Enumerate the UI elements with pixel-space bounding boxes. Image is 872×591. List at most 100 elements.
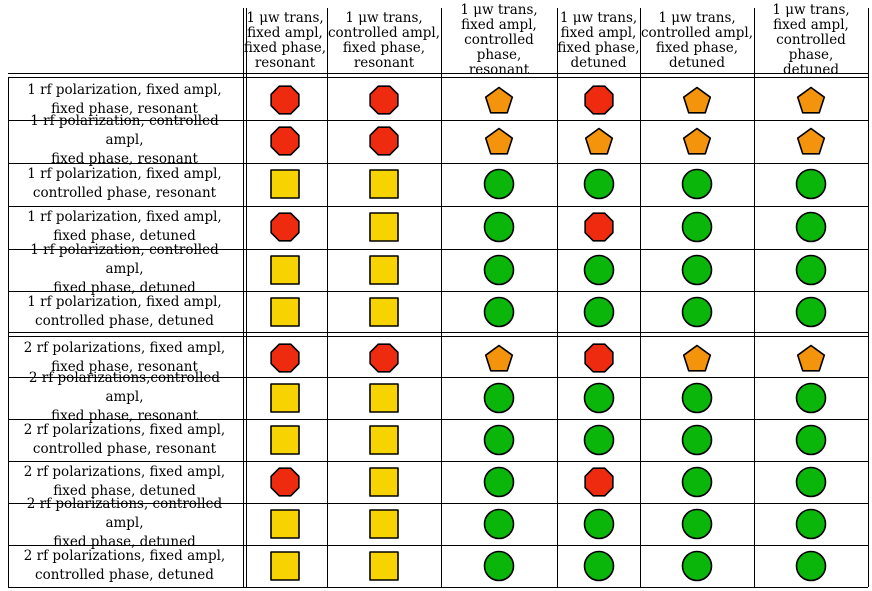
row-rule	[8, 249, 868, 250]
column-header-line: fixed ampl,	[247, 24, 323, 41]
circle-icon	[483, 508, 515, 544]
group-rule-bottom	[8, 336, 868, 337]
square-icon	[269, 550, 301, 586]
row-label-line: controlled phase, detuned	[35, 566, 214, 583]
row-label: 2 rf polarizations, controlled ampl, fixe…	[10, 496, 239, 550]
pentagon-icon	[483, 84, 515, 120]
column-rule	[557, 8, 558, 587]
circle-icon	[483, 550, 515, 586]
row-label-line: 2 rf polarizations,controlled ampl,	[28, 370, 221, 405]
circle-icon	[483, 168, 515, 204]
circle-icon	[681, 550, 713, 586]
header-rule-top	[8, 73, 868, 74]
column-header-line: 1 μw trans,	[345, 9, 423, 26]
column-header-line: resonant	[468, 62, 530, 78]
circle-icon	[583, 254, 615, 290]
octagon-icon	[368, 84, 400, 120]
column-rule	[640, 8, 641, 587]
column-header: 1 μw trans, fixed ampl, controlled phase, r…	[441, 3, 557, 78]
row-label-line: controlled phase, detuned	[35, 312, 214, 329]
column-header-line: detuned	[782, 62, 840, 78]
square-icon	[368, 254, 400, 290]
row-label-line: fixed phase, detuned	[53, 227, 196, 244]
row-label-line: 1 rf polarization, controlled ampl,	[30, 113, 219, 148]
square-icon	[368, 382, 400, 418]
octagon-icon	[368, 125, 400, 161]
table-right-rule	[868, 8, 869, 587]
circle-icon	[795, 296, 827, 332]
circle-icon	[795, 550, 827, 586]
row-label: 2 rf polarizations, fixed ampl, fixed pha…	[10, 461, 239, 502]
row-label: 2 rf polarizations, fixed ampl, controlle…	[10, 545, 239, 586]
pentagon-icon	[583, 125, 615, 161]
row-label-line: 2 rf polarizations, fixed ampl,	[23, 339, 226, 356]
circle-icon	[795, 466, 827, 502]
octagon-icon	[269, 125, 301, 161]
column-header-line: fixed ampl,	[773, 17, 849, 33]
octagon-icon	[269, 466, 301, 502]
octagon-icon	[269, 211, 301, 247]
row-rule	[8, 545, 868, 546]
circle-icon	[583, 550, 615, 586]
row-label-line: fixed phase, detuned	[53, 280, 196, 296]
circle-icon	[795, 211, 827, 247]
column-rule	[754, 8, 755, 587]
circle-icon	[681, 508, 713, 544]
octagon-icon	[583, 211, 615, 247]
octagon-icon	[583, 84, 615, 120]
group-rule-top	[8, 332, 868, 333]
column-header: 1 μw trans, fixed ampl, fixed phase, resona…	[243, 8, 327, 73]
column-header-line: fixed phase,	[243, 39, 327, 56]
circle-icon	[483, 466, 515, 502]
header-rule-bottom	[8, 77, 868, 78]
circle-icon	[681, 424, 713, 460]
square-icon	[269, 424, 301, 460]
square-icon	[368, 466, 400, 502]
row-rule	[8, 377, 868, 378]
row-rule	[8, 163, 868, 164]
column-header: 1 μw trans, controlled ampl, fixed phase, d…	[640, 8, 754, 73]
row-label-line: controlled phase, resonant	[32, 440, 217, 457]
square-icon	[368, 168, 400, 204]
circle-icon	[583, 168, 615, 204]
row-rule	[8, 461, 868, 462]
row-label-line: 2 rf polarizations, controlled ampl,	[26, 496, 223, 531]
row-label: 2 rf polarizations,controlled ampl, fixed…	[10, 370, 239, 424]
row-label-line: 1 rf polarization, fixed ampl,	[27, 293, 222, 310]
column-header-line: detuned	[668, 54, 726, 71]
pentagon-icon	[681, 125, 713, 161]
circle-icon	[795, 508, 827, 544]
row-rule	[8, 503, 868, 504]
row-rule	[8, 206, 868, 207]
column-header-line: fixed phase,	[655, 39, 739, 56]
column-header-line: controlled phase,	[464, 32, 534, 63]
row-rule	[8, 419, 868, 420]
column-header-line: fixed ampl,	[461, 17, 537, 33]
column-header: 1 μw trans, controlled ampl, fixed phase, r…	[327, 8, 441, 73]
row-label: 1 rf polarization, fixed ampl, controlled…	[10, 163, 239, 204]
row-rule	[8, 120, 868, 121]
row-label: 1 rf polarization, controlled ampl, fixed…	[10, 242, 239, 296]
pentagon-icon	[681, 84, 713, 120]
pentagon-icon	[795, 342, 827, 378]
square-icon	[269, 382, 301, 418]
row-label: 1 rf polarization, fixed ampl, controlled…	[10, 291, 239, 332]
column-header-line: 1 μw trans,	[460, 2, 538, 18]
circle-icon	[483, 424, 515, 460]
circle-icon	[795, 168, 827, 204]
pentagon-icon	[681, 342, 713, 378]
circle-icon	[483, 211, 515, 247]
column-header-line: 1 μw trans,	[559, 9, 638, 26]
pentagon-icon	[795, 84, 827, 120]
row-label: 1 rf polarization, fixed ampl, fixed phas…	[10, 79, 239, 120]
circle-icon	[583, 382, 615, 418]
column-header-line: 1 μw trans,	[772, 2, 850, 18]
table-bottom-rule	[8, 587, 868, 588]
circle-icon	[795, 382, 827, 418]
column-header-line: 1 μw trans,	[658, 9, 736, 26]
square-icon	[368, 424, 400, 460]
octagon-icon	[269, 342, 301, 378]
row-label-line: 1 rf polarization, fixed ampl,	[27, 208, 222, 225]
row-label: 2 rf polarizations, fixed ampl, fixed pha…	[10, 337, 239, 378]
row-label: 1 rf polarization, fixed ampl, fixed phas…	[10, 206, 239, 247]
